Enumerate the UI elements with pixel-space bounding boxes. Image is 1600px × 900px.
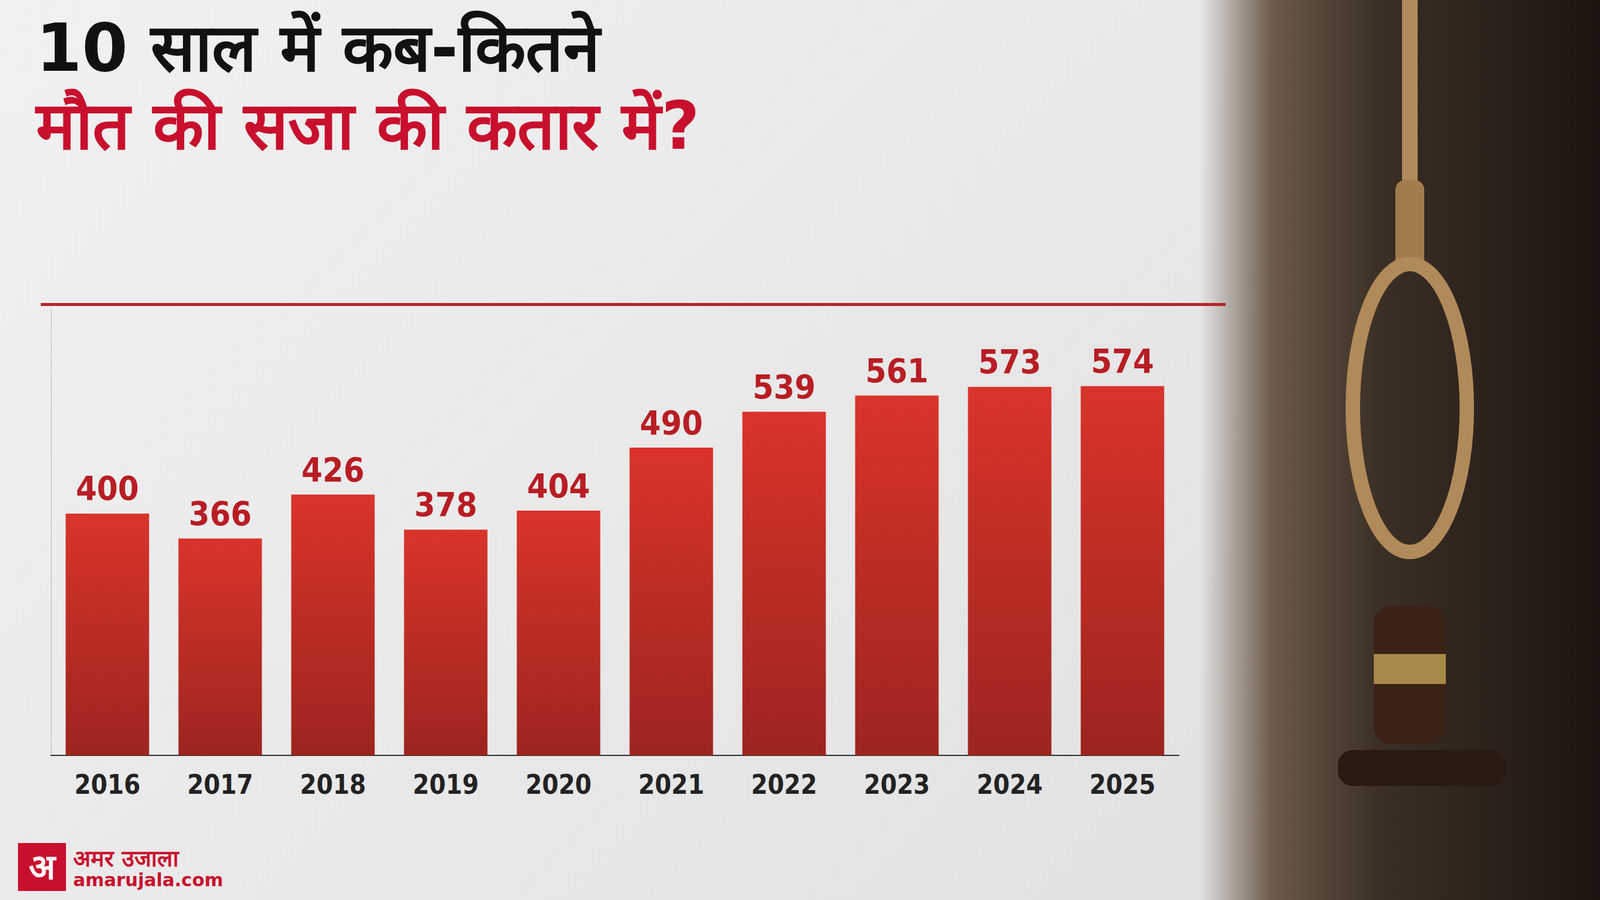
html-text:अमर उजाला: अमर उजाला [73,845,179,872]
svg-text:2024: 2024 [976,769,1043,800]
svg-text:2023: 2023 [863,769,930,800]
svg-text:490: 490 [639,403,703,443]
svg-text:2019: 2019 [412,769,479,800]
svg-text:378: 378 [413,484,477,524]
html-text:मौत की सजा की कतार में?: मौत की सजा की कतार में? [35,87,700,165]
html-text:amarujala.com: amarujala.com [73,869,224,891]
svg-text:561: 561 [865,350,929,390]
svg-text:366: 366 [188,493,252,533]
svg-text:2016: 2016 [74,769,141,800]
svg-text:426: 426 [301,449,365,489]
svg-text:2017: 2017 [187,769,254,800]
svg-text:2018: 2018 [299,769,366,800]
svg-text:400: 400 [75,468,139,508]
svg-text:2020: 2020 [525,769,592,800]
svg-text:573: 573 [977,341,1041,381]
svg-text:404: 404 [526,466,590,506]
svg-text:539: 539 [752,367,816,407]
html-text:अ: अ [28,846,56,888]
svg-text:2021: 2021 [638,769,705,800]
svg-text:574: 574 [1090,341,1154,381]
svg-text:2022: 2022 [751,769,818,800]
svg-text:2025: 2025 [1089,769,1156,800]
html-text:10 साल में कब-कितने: 10 साल में कब-कितने [35,9,600,87]
